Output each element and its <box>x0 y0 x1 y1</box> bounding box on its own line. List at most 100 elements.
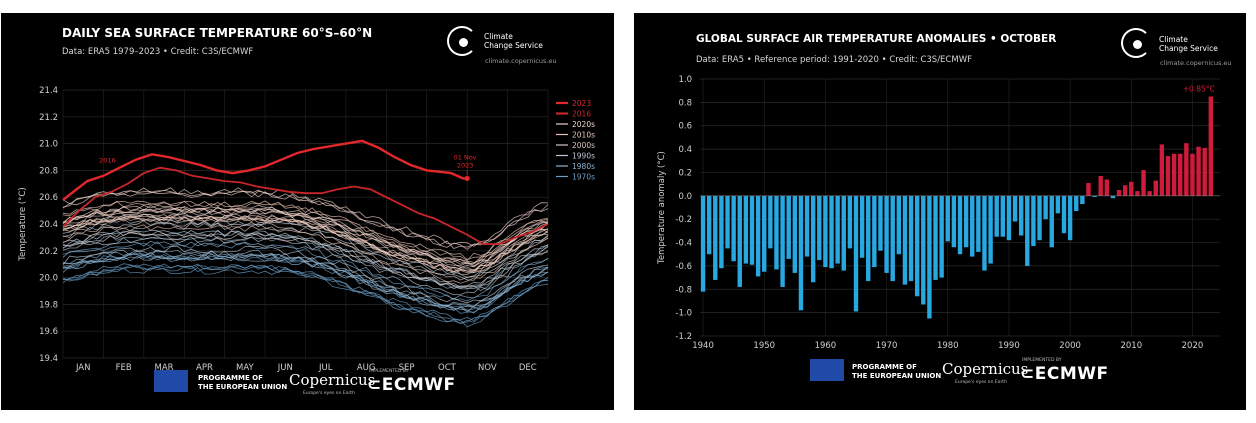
eu-line1: PROGRAMME OF <box>198 374 263 382</box>
anomaly-bar-2021 <box>1196 146 1201 196</box>
y-tick-label: -0.6 <box>675 262 692 272</box>
legend-label: 2023 <box>572 99 591 108</box>
legend-label: 2000s <box>572 141 595 150</box>
y-tick-label: 21.4 <box>39 86 58 96</box>
decade-line <box>62 200 549 261</box>
c3s-logo-text: Climate Change Service <box>484 32 543 50</box>
chart-annotation: 01 Nov <box>454 154 477 162</box>
anomaly-bar-2016 <box>1165 156 1171 196</box>
anomaly-bar-1962 <box>835 195 840 264</box>
y-tick-label: -1.2 <box>675 332 692 342</box>
anomaly-bar-2010 <box>1129 181 1134 196</box>
y-axis-label: Temperature anomaly (°C) <box>657 151 667 265</box>
x-tick-label: MAR <box>155 363 174 373</box>
x-tick-label: 1950 <box>753 341 775 351</box>
y-tick-label: 19.4 <box>39 354 58 364</box>
anomaly-chart-subtitle: Data: ERA5 • Reference period: 1991-2020… <box>696 55 972 65</box>
c3s-logo-icon-b <box>1121 28 1151 58</box>
decade-line <box>62 205 549 265</box>
anomaly-bar-1948 <box>749 195 755 265</box>
anomaly-chart-svg: -1.2 -1.0 -0.8 -0.6 -0.4 -0.2 0.0 0.2 0.4 0.6 0.8 1… <box>657 75 1220 351</box>
y-tick-label: 0.4 <box>678 145 692 155</box>
decade-line <box>62 232 549 289</box>
x-tick-label: 1960 <box>815 341 837 351</box>
decade-line <box>62 213 549 272</box>
anomaly-bar-1955 <box>792 195 798 273</box>
anomaly-bar-1971 <box>890 195 895 282</box>
decade-line <box>62 263 549 322</box>
anomaly-bar-2013 <box>1147 191 1152 196</box>
decade-line <box>62 208 549 268</box>
x-tick-label: SEP <box>399 363 415 373</box>
y-tick-label: 20.4 <box>39 220 58 230</box>
anomaly-bar-2003 <box>1086 182 1091 196</box>
ecmwf-tagline-b: IMPLEMENTED BY <box>1022 358 1062 363</box>
anomaly-bar-1984 <box>970 195 975 257</box>
y-tick-label: 20.2 <box>39 247 58 257</box>
anomaly-bar-1970 <box>884 195 889 273</box>
y-tick-label: 21.2 <box>39 113 58 123</box>
anomaly-bar-1992 <box>1018 195 1024 236</box>
decade-line <box>62 253 549 313</box>
decade-line <box>62 249 549 308</box>
anomaly-bar-1995 <box>1037 195 1042 241</box>
x-tick-label: FEB <box>116 363 132 373</box>
anomaly-bar-1980 <box>945 195 950 242</box>
chart-annotation: 2023 <box>457 162 474 170</box>
anomaly-bar-2004 <box>1092 195 1097 197</box>
decade-line <box>62 236 549 296</box>
legend-label: 2016 <box>572 110 591 119</box>
anomaly-bar-1941 <box>706 195 712 255</box>
anomaly-bar-2018 <box>1178 153 1183 196</box>
anomaly-bar-2000 <box>1067 195 1073 241</box>
anomaly-bar-2012 <box>1141 170 1146 196</box>
c3s-url-b: climate.copernicus.eu <box>1160 59 1232 67</box>
sst-chart-title: DAILY SEA SURFACE TEMPERATURE 60°S–60°N <box>62 26 373 40</box>
sst-chart-svg: 19.4 19.6 19.8 20.0 20.2 20.4 20.6 20.8 21.0 21.2… <box>18 86 595 373</box>
decade-line <box>62 224 549 284</box>
anomaly-bar-1989 <box>1000 195 1006 237</box>
c3s-logo-text-b: Climate Change Service <box>1159 35 1218 53</box>
sst-chart-panel: DAILY SEA SURFACE TEMPERATURE 60°S–60°N … <box>1 13 614 410</box>
y-tick-label: 1.0 <box>678 75 692 85</box>
anomaly-bar-1954 <box>786 195 791 259</box>
anomaly-bar-1963 <box>841 195 846 271</box>
anomaly-bar-1983 <box>963 195 969 248</box>
eu-programme-text: PROGRAMME OF THE EUROPEAN UNION <box>198 374 287 392</box>
eu-flag-icon-b <box>810 359 844 381</box>
y-tick-label: -0.4 <box>675 239 692 249</box>
anomaly-bar-1969 <box>878 195 883 251</box>
x-tick-label: AUG <box>357 363 376 373</box>
anomaly-bar-1999 <box>1061 195 1067 234</box>
anomaly-bar-1959 <box>817 195 822 261</box>
decade-line <box>62 215 549 275</box>
anomaly-bar-1946 <box>737 195 742 287</box>
x-tick-label: OCT <box>438 363 457 373</box>
anomaly-bar-1960 <box>823 195 828 268</box>
x-tick-label: JUN <box>277 363 293 373</box>
anomaly-bar-2017 <box>1171 153 1177 196</box>
x-tick-label: 2010 <box>1120 341 1142 351</box>
anomaly-bar-1982 <box>957 195 963 255</box>
c3s-logo-line1-b: Climate <box>1159 35 1188 44</box>
decade-line <box>62 208 549 268</box>
y-tick-label: -0.2 <box>675 215 692 225</box>
decade-line <box>62 252 549 311</box>
anomaly-bar-1968 <box>872 195 877 268</box>
legend-label: 2010s <box>572 131 595 140</box>
legend-label: 1980s <box>572 162 595 171</box>
anomaly-bar-1966 <box>859 195 865 258</box>
series-end-marker <box>464 175 470 182</box>
anomaly-bar-1993 <box>1025 195 1030 266</box>
anomaly-bar-1985 <box>976 195 981 252</box>
y-tick-label: -0.8 <box>675 285 692 295</box>
anomaly-bar-1988 <box>994 195 999 237</box>
y-tick-label: 20.0 <box>39 274 58 284</box>
decade-line <box>62 187 549 247</box>
copernicus-tagline-b: Europe's eyes on Earth <box>955 380 1007 385</box>
anomaly-bar-1967 <box>866 195 871 282</box>
anomaly-bar-2006 <box>1104 179 1110 196</box>
anomaly-bar-2020 <box>1190 153 1195 196</box>
anomaly-bar-1994 <box>1031 195 1036 247</box>
x-tick-label: APR <box>196 363 213 373</box>
